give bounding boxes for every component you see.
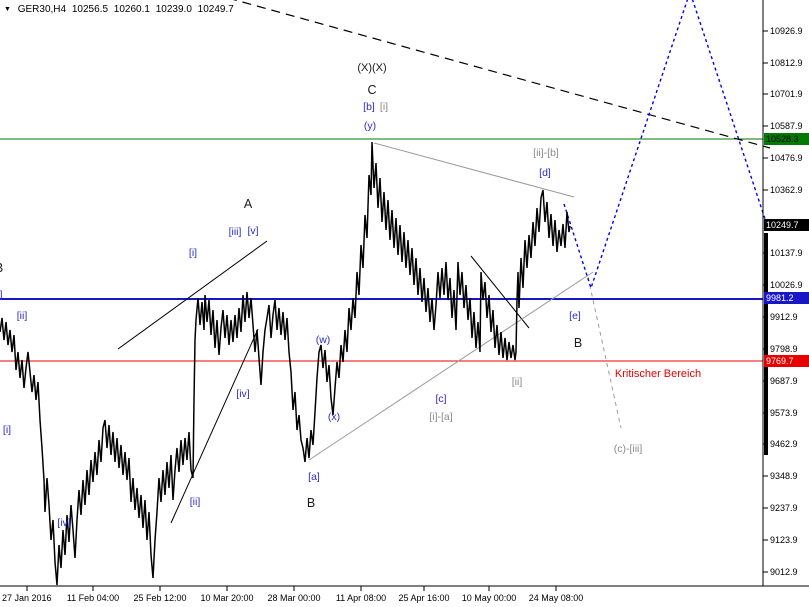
ohlc-low: 10239.0 xyxy=(155,4,192,15)
y-axis-label: 9573.9 xyxy=(770,408,798,418)
symbol-dropdown-icon[interactable]: ▼ xyxy=(4,6,11,13)
wave-label[interactable]: B xyxy=(0,261,3,275)
ohlc-close: 10249.7 xyxy=(197,4,234,15)
wave-label[interactable]: A xyxy=(243,197,253,211)
price-series xyxy=(0,141,571,586)
chart-title: ▼ GER30,H4 10256.5 10260.1 10239.0 10249… xyxy=(4,4,237,15)
trendline-short-descending-line[interactable] xyxy=(470,255,530,329)
trendline-ascending-line-left[interactable] xyxy=(117,240,268,350)
wave-label[interactable]: [a] xyxy=(308,471,320,483)
x-axis-label: 28 Mar 00:00 xyxy=(267,593,321,603)
projection-zigzag[interactable] xyxy=(563,0,769,291)
wave-label[interactable]: B xyxy=(306,496,316,510)
price-level-label-9769.7: 9769.7 xyxy=(764,355,809,367)
y-axis-label: 10476.9 xyxy=(770,153,803,163)
x-axis-label: 27 Jan 2016 xyxy=(2,593,52,603)
wave-label[interactable]: (x) xyxy=(327,411,341,423)
wave-label[interactable]: [iii] xyxy=(228,226,242,238)
wave-label[interactable]: (X)(X) xyxy=(357,62,387,74)
wave-label[interactable]: (y) xyxy=(363,120,377,132)
x-axis-label: 10 May 00:00 xyxy=(461,593,517,603)
y-axis-label: 10026.9 xyxy=(770,280,803,290)
y-axis-label: 10137.9 xyxy=(770,248,803,258)
wave-label[interactable]: C xyxy=(367,83,377,97)
y-axis-label: 9912.9 xyxy=(770,312,798,322)
y-axis-label: 9237.9 xyxy=(770,503,798,513)
y-axis-label: 10587.9 xyxy=(770,121,803,131)
x-axis-label: 11 Apr 08:00 xyxy=(335,593,387,603)
x-axis-label: 24 May 08:00 xyxy=(528,593,584,603)
trendline-gray-upper-wedge-line[interactable] xyxy=(373,142,575,198)
wave-label[interactable]: [c] xyxy=(0,289,3,301)
wave-label[interactable]: [i] xyxy=(2,424,12,436)
trendline-gray-dashed-projection-down[interactable] xyxy=(587,276,622,429)
x-axis-label: 10 Mar 20:00 xyxy=(200,593,254,603)
symbol-period: GER30,H4 xyxy=(17,4,67,15)
price-level-label-9981.2: 9981.2 xyxy=(764,292,809,304)
wave-label[interactable]: [e] xyxy=(569,310,581,322)
wave-label[interactable]: [i] xyxy=(379,101,389,113)
wave-label[interactable]: [ii] xyxy=(189,496,201,508)
y-axis-label: 9798.9 xyxy=(770,344,798,354)
ohlc-high: 10260.1 xyxy=(113,4,150,15)
x-axis-label: 25 Apr 16:00 xyxy=(398,593,450,603)
x-axis-label: 11 Feb 04:00 xyxy=(66,593,120,603)
axis-range-marker xyxy=(764,233,768,455)
y-axis-label: 9012.9 xyxy=(770,567,798,577)
wave-label[interactable]: [i]-[a] xyxy=(429,411,453,423)
wave-label[interactable]: [ii] xyxy=(511,376,523,388)
y-axis-label: 10812.9 xyxy=(770,58,803,68)
wave-label[interactable]: (w) xyxy=(315,334,331,346)
price-level-label-10249.7: 10249.7 xyxy=(764,219,809,231)
y-axis-label: 10362.9 xyxy=(770,185,803,195)
y-axis-label: 9123.9 xyxy=(770,535,798,545)
y-axis-label: 9348.9 xyxy=(770,471,798,481)
wave-label[interactable]: [v] xyxy=(247,225,259,237)
wave-label[interactable]: (c)-[iii] xyxy=(613,443,643,455)
wave-label[interactable]: Kritischer Bereich xyxy=(614,368,702,380)
wave-label[interactable]: [iv] xyxy=(236,388,250,400)
wave-label[interactable]: B xyxy=(573,336,583,350)
x-axis-label: 25 Feb 12:00 xyxy=(133,593,187,603)
y-axis-label: 10701.9 xyxy=(770,89,803,99)
wave-label[interactable]: [i] xyxy=(188,247,198,259)
wave-label[interactable]: [b] xyxy=(363,101,375,113)
wave-label[interactable]: [c] xyxy=(435,393,447,405)
price-level-label-10528.3: 10528.3 xyxy=(764,133,809,145)
wave-label[interactable]: [iv] xyxy=(57,517,71,529)
trendline-upper-dashed-resistance[interactable] xyxy=(228,0,771,149)
wave-label[interactable]: [ii]-[b] xyxy=(533,147,559,159)
y-axis-label: 10926.9 xyxy=(770,26,803,36)
wave-label[interactable]: [d] xyxy=(539,167,551,179)
ohlc-open: 10256.5 xyxy=(71,4,109,15)
trendline-gray-lower-wedge-line[interactable] xyxy=(308,271,594,461)
trendline-steep-descending-line[interactable] xyxy=(170,328,259,524)
wave-label[interactable]: [ii] xyxy=(16,310,28,322)
y-axis-label: 9687.9 xyxy=(770,376,798,386)
y-axis-label: 9462.9 xyxy=(770,439,798,449)
